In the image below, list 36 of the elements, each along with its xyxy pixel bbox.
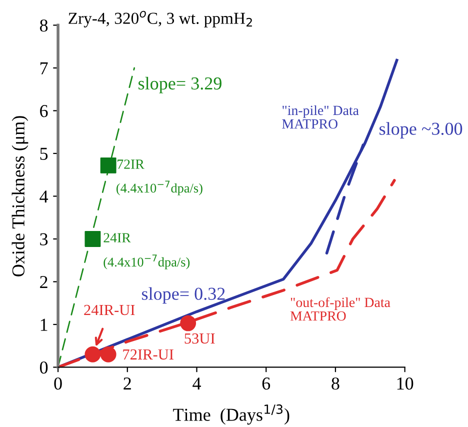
- point: [180, 315, 196, 332]
- point: [84, 346, 101, 362]
- point: [100, 346, 116, 362]
- annotation: 53UI: [184, 333, 215, 344]
- point: [84, 230, 101, 247]
- point: [100, 157, 116, 174]
- annotation: "out-of-pile" Data MATPRO: [290, 297, 390, 321]
- annotation: 72IR: [118, 160, 144, 169]
- y-tick-label: 5: [40, 148, 48, 160]
- x-tick-label: 0: [54, 377, 62, 390]
- y-tick-label: 4: [40, 190, 48, 202]
- y-tick-label: 3: [40, 233, 48, 246]
- x-tick-label: 10: [397, 377, 414, 390]
- annotation: slope= 0.32: [142, 287, 225, 304]
- y-tick-label: 6: [40, 105, 48, 118]
- annotation: slope= 3.29: [138, 76, 222, 94]
- chart-title: Zry-4, 320$^{o}$C, 3 wt. ppmH$_{2}$: [68, 10, 252, 28]
- annotation: (4.4x10$^{−7}$dpa/s): [104, 254, 190, 270]
- y-axis-title: Oxide Thickness (μm): [12, 116, 28, 276]
- y-tick-label: 0: [40, 361, 48, 374]
- y-tick-label: 2: [40, 276, 48, 288]
- x-axis-title: Time (Days$^{1/3}$): [173, 404, 290, 425]
- annotation: (4.4x10$^{−7}$dpa/s): [116, 180, 202, 196]
- annotation: slope ~3.00: [380, 122, 462, 139]
- x-tick-label: 2: [124, 378, 131, 390]
- x-tick-label: 6: [262, 378, 270, 390]
- annotation: 72IR-UI: [123, 349, 174, 360]
- annotation: 24IR-UI: [84, 304, 135, 316]
- line-series: [58, 179, 396, 368]
- y-tick-label: 7: [40, 62, 48, 74]
- y-tick-label: 8: [40, 19, 48, 32]
- x-tick-label: 4: [192, 378, 201, 390]
- y-tick-label: 1: [40, 318, 48, 331]
- annotation: 24IR: [104, 233, 131, 242]
- x-tick-label: 8: [332, 377, 340, 390]
- annotation: "in-pile" Data MATPRO: [282, 105, 359, 129]
